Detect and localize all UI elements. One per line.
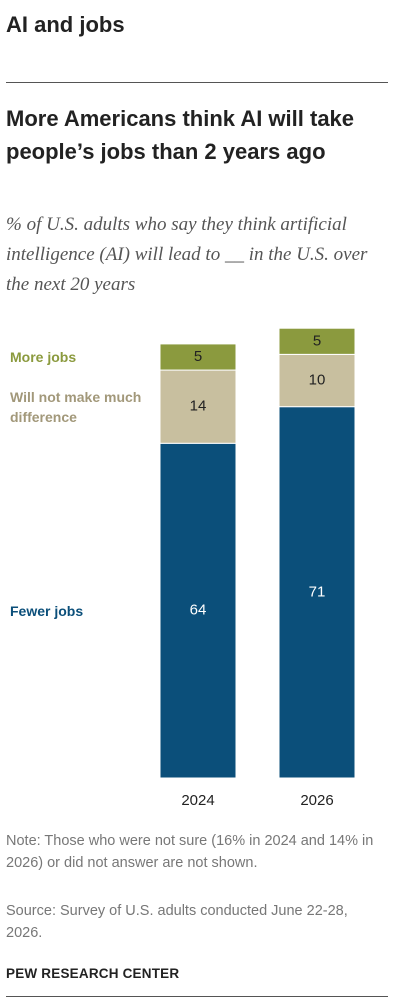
kicker: AI and jobs — [6, 12, 125, 37]
value-label: 10 — [309, 371, 326, 388]
credit: PEW RESEARCH CENTER — [6, 966, 180, 981]
legend-label: Fewer jobs — [10, 602, 84, 619]
value-label: 14 — [190, 398, 207, 415]
value-label: 5 — [194, 348, 202, 365]
chart-subtitle: % of U.S. adults who say they think arti… — [6, 214, 368, 295]
rule — [6, 82, 388, 83]
rule — [6, 996, 388, 997]
value-label: 5 — [313, 332, 321, 349]
x-tick-label: 2024 — [181, 792, 214, 809]
legend-label: More jobs — [10, 348, 77, 365]
note: Note: Those who were not sure (16% in 20… — [6, 833, 374, 871]
source: Source: Survey of U.S. adults conducted … — [6, 903, 348, 941]
bar-segment — [159, 343, 237, 371]
bar-segment — [278, 327, 356, 355]
bar-segment — [278, 406, 356, 779]
bar-segment — [159, 442, 237, 779]
x-tick-label: 2026 — [300, 792, 333, 809]
bar-segment — [278, 353, 356, 408]
value-label: 64 — [190, 602, 207, 619]
legend-label: Will not make much difference — [10, 388, 142, 425]
bar-segment — [159, 369, 237, 444]
chart-title: More Americans think AI will take people… — [6, 106, 355, 164]
value-label: 71 — [309, 583, 326, 600]
